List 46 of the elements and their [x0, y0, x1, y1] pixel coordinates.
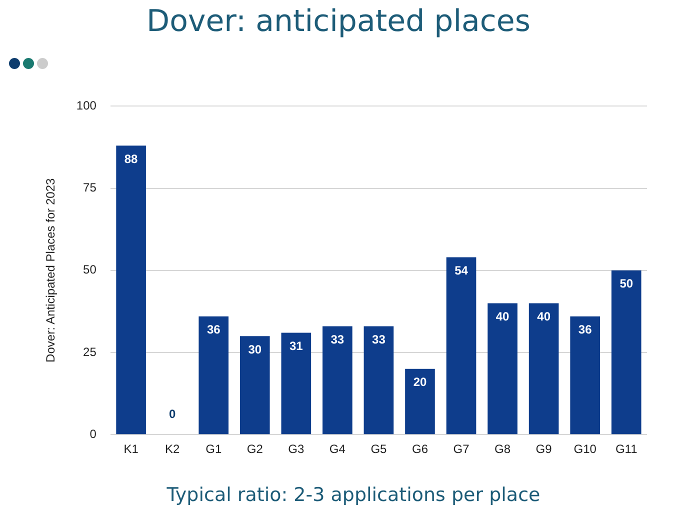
data-label: 20: [413, 375, 427, 390]
bar: [611, 270, 642, 434]
data-label: 54: [454, 264, 468, 278]
y-tick-label: 50: [83, 262, 97, 277]
x-tick-label: K2: [164, 442, 180, 456]
y-axis-title: Dover: Anticipated Places for 2023: [44, 178, 58, 362]
y-tick-label: 100: [76, 98, 97, 113]
bar: [528, 303, 559, 434]
data-label: 36: [206, 322, 221, 337]
x-tick-label: G9: [536, 442, 552, 456]
data-label: 40: [537, 310, 551, 324]
bar: [570, 316, 600, 434]
bar: [198, 316, 229, 434]
x-tick-label: G3: [288, 442, 304, 456]
bar: [488, 303, 518, 434]
bar: [281, 332, 312, 434]
x-tick-label: G7: [453, 442, 470, 456]
data-label: 33: [330, 332, 344, 347]
data-label: 0: [168, 406, 176, 421]
x-tick-label: G11: [615, 442, 638, 456]
chart-title: Dover: anticipated places: [145, 4, 532, 39]
bar: [405, 368, 435, 434]
bar: [322, 326, 352, 434]
y-tick-label: 75: [83, 180, 97, 195]
y-tick-label: 0: [90, 426, 97, 441]
bar: [364, 326, 394, 434]
y-tick-label: 25: [83, 344, 97, 359]
x-tick-label: K1: [124, 442, 139, 456]
x-tick-label: G1: [206, 442, 222, 456]
x-tick-label: G8: [494, 442, 511, 456]
data-label: 88: [124, 152, 138, 166]
data-label: 33: [372, 332, 386, 347]
bar: [116, 146, 146, 434]
data-label: 36: [578, 322, 592, 337]
x-tick-label: G4: [329, 442, 346, 456]
data-label: 31: [289, 339, 304, 354]
x-tick-label: G5: [370, 442, 388, 456]
text: Typical ratio: 2-3 applications per place: [166, 484, 542, 506]
bar: [446, 257, 476, 434]
data-label: 40: [496, 310, 510, 324]
bar: [240, 336, 270, 434]
x-tick-label: G6: [412, 442, 428, 456]
x-tick-label: G10: [574, 442, 597, 456]
x-tick-label: G2: [246, 442, 264, 456]
data-label: 30: [248, 342, 262, 356]
data-label: 50: [620, 276, 634, 291]
